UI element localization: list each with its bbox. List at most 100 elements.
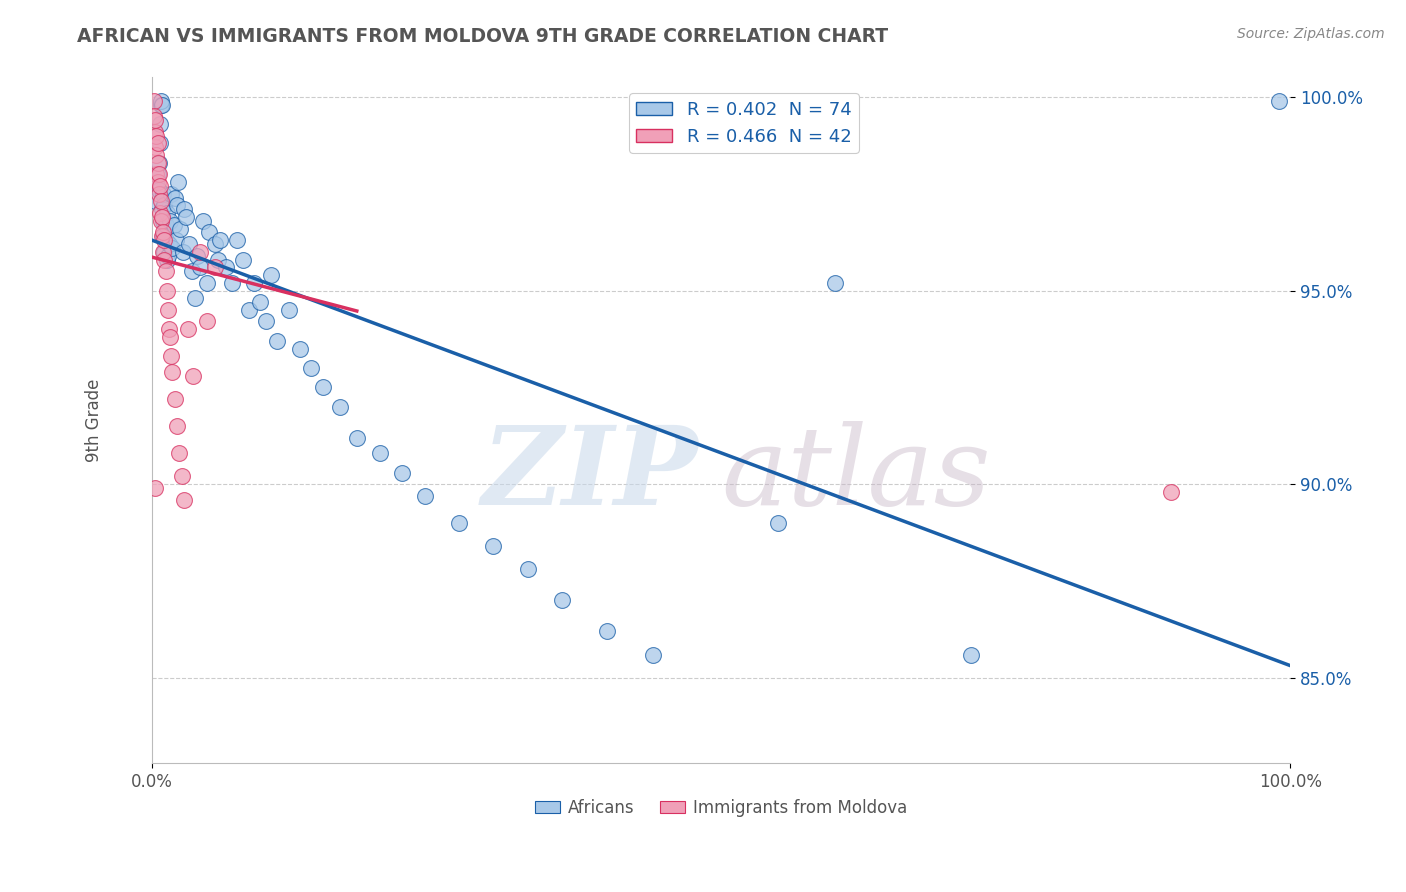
- Point: [249, 295, 271, 310]
- Point: [191, 214, 214, 228]
- Point: [226, 233, 249, 247]
- Point: [209, 233, 232, 247]
- Point: [145, 128, 167, 143]
- Point: [156, 249, 179, 263]
- Point: [169, 221, 191, 235]
- Point: [449, 516, 471, 530]
- Point: [150, 202, 173, 216]
- Point: [311, 380, 333, 394]
- Point: [188, 244, 211, 259]
- Point: [156, 206, 179, 220]
- Point: [149, 206, 172, 220]
- Point: [221, 276, 243, 290]
- Point: [160, 186, 183, 201]
- Point: [146, 175, 169, 189]
- Point: [163, 392, 186, 406]
- Point: [159, 330, 181, 344]
- Point: [266, 334, 288, 348]
- Point: [215, 260, 238, 275]
- Text: Source: ZipAtlas.com: Source: ZipAtlas.com: [1237, 27, 1385, 41]
- Point: [277, 302, 299, 317]
- Point: [232, 252, 254, 267]
- Point: [159, 214, 181, 228]
- Point: [143, 481, 166, 495]
- Point: [148, 186, 170, 201]
- Point: [550, 593, 572, 607]
- Point: [146, 136, 169, 151]
- Point: [1160, 485, 1182, 500]
- Point: [152, 186, 174, 201]
- Point: [174, 210, 197, 224]
- Point: [149, 178, 172, 193]
- Point: [150, 97, 173, 112]
- Point: [149, 136, 172, 151]
- Point: [824, 276, 846, 290]
- Point: [204, 237, 226, 252]
- Point: [162, 218, 184, 232]
- Text: atlas: atlas: [721, 421, 991, 529]
- Point: [482, 539, 505, 553]
- Point: [186, 249, 208, 263]
- Point: [143, 125, 166, 139]
- Point: [179, 237, 201, 252]
- Point: [207, 252, 229, 267]
- Point: [153, 233, 176, 247]
- Point: [167, 175, 190, 189]
- Point: [152, 229, 174, 244]
- Point: [150, 194, 173, 209]
- Point: [166, 198, 188, 212]
- Point: [150, 214, 173, 228]
- Point: [150, 97, 173, 112]
- Point: [153, 198, 176, 212]
- Point: [143, 113, 166, 128]
- Point: [155, 218, 177, 232]
- Point: [641, 648, 664, 662]
- Point: [413, 489, 436, 503]
- Point: [596, 624, 619, 639]
- Point: [195, 314, 218, 328]
- Point: [156, 302, 179, 317]
- Point: [162, 365, 184, 379]
- Point: [148, 183, 170, 197]
- Point: [143, 194, 166, 209]
- Point: [238, 302, 260, 317]
- Point: [156, 252, 179, 267]
- Point: [184, 291, 207, 305]
- Point: [165, 233, 187, 247]
- Point: [173, 492, 195, 507]
- Point: [156, 284, 179, 298]
- Point: [157, 237, 180, 252]
- Point: [243, 276, 266, 290]
- Point: [181, 368, 204, 383]
- Point: [152, 214, 174, 228]
- Point: [146, 155, 169, 169]
- Point: [166, 419, 188, 434]
- Point: [180, 264, 202, 278]
- Point: [172, 244, 194, 259]
- Text: ZIP: ZIP: [482, 421, 699, 529]
- Point: [148, 167, 170, 181]
- Point: [368, 446, 391, 460]
- Point: [198, 226, 221, 240]
- Point: [195, 276, 218, 290]
- Point: [149, 117, 172, 131]
- Y-axis label: 9th Grade: 9th Grade: [86, 378, 103, 462]
- Point: [391, 466, 413, 480]
- Point: [960, 648, 983, 662]
- Point: [204, 260, 226, 275]
- Point: [145, 148, 167, 162]
- Point: [329, 400, 352, 414]
- Point: [153, 252, 176, 267]
- Point: [145, 167, 167, 181]
- Point: [516, 562, 538, 576]
- Point: [177, 322, 200, 336]
- Point: [143, 109, 166, 123]
- Point: [155, 264, 177, 278]
- Point: [150, 210, 173, 224]
- Point: [146, 167, 169, 181]
- Point: [299, 361, 322, 376]
- Point: [288, 342, 311, 356]
- Point: [162, 241, 184, 255]
- Text: AFRICAN VS IMMIGRANTS FROM MOLDOVA 9TH GRADE CORRELATION CHART: AFRICAN VS IMMIGRANTS FROM MOLDOVA 9TH G…: [77, 27, 889, 45]
- Point: [150, 229, 173, 244]
